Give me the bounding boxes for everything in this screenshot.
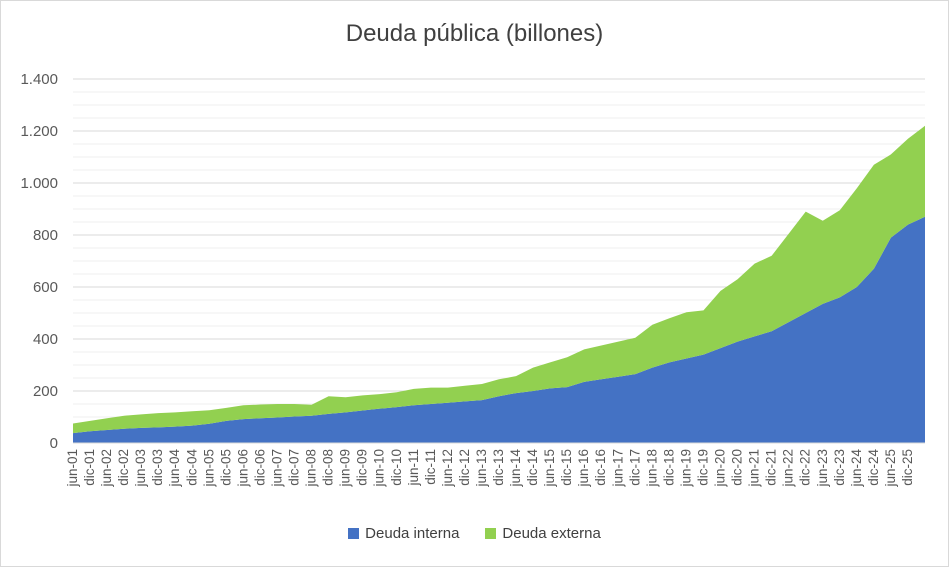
legend-item-externa: Deuda externa xyxy=(485,525,601,542)
x-tick-label: dic-14 xyxy=(525,449,540,486)
y-tick-label: 1.400 xyxy=(20,71,58,88)
x-tick-label: dic-25 xyxy=(900,449,915,486)
x-tick-label: jun-12 xyxy=(440,449,455,488)
x-axis-ticks: jun-01 dic-01 jun-02 dic-02 jun-03 dic-03 jun-… xyxy=(65,449,915,488)
x-tick-label: dic-20 xyxy=(730,449,745,486)
x-tick-label: jun-06 xyxy=(235,449,250,488)
x-tick-label: jun-21 xyxy=(747,449,762,488)
x-tick-label: jun-10 xyxy=(372,449,387,488)
x-tick-label: jun-18 xyxy=(644,449,659,488)
x-tick-label: jun-08 xyxy=(304,449,319,488)
x-tick-label: jun-07 xyxy=(269,449,284,488)
x-tick-label: dic-02 xyxy=(116,449,131,486)
x-tick-label: dic-11 xyxy=(423,449,438,485)
x-tick-label: dic-17 xyxy=(627,449,642,486)
x-tick-label: dic-05 xyxy=(218,449,233,486)
x-tick-label: jun-16 xyxy=(576,449,591,488)
x-tick-label: jun-04 xyxy=(167,449,182,488)
x-tick-label: jun-01 xyxy=(65,449,80,488)
x-tick-label: dic-03 xyxy=(150,449,165,486)
legend-label-interna: Deuda interna xyxy=(365,525,460,542)
x-tick-label: dic-19 xyxy=(695,449,710,486)
legend-swatch-externa xyxy=(485,528,497,539)
x-tick-label: dic-15 xyxy=(559,449,574,486)
x-tick-label: dic-21 xyxy=(764,449,779,486)
x-tick-label: dic-06 xyxy=(252,449,267,486)
x-tick-label: dic-23 xyxy=(832,449,847,486)
y-tick-label: 1.200 xyxy=(20,123,58,140)
area-deuda-externa xyxy=(73,125,925,434)
chart-title: Deuda pública (billones) xyxy=(345,20,604,47)
x-tick-label: jun-22 xyxy=(781,449,796,488)
x-tick-label: dic-09 xyxy=(355,449,370,486)
x-tick-label: dic-01 xyxy=(82,449,97,486)
x-tick-label: jun-11 xyxy=(406,449,421,487)
y-tick-label: 200 xyxy=(33,383,58,400)
area-deuda-interna xyxy=(73,216,925,443)
x-tick-label: jun-13 xyxy=(474,449,489,488)
x-tick-label: dic-12 xyxy=(457,449,472,486)
x-tick-label: jun-03 xyxy=(133,449,148,488)
x-tick-label: jun-02 xyxy=(99,449,114,488)
x-tick-label: jun-17 xyxy=(610,449,625,488)
y-tick-label: 800 xyxy=(33,227,58,244)
y-tick-label: 0 xyxy=(50,435,58,452)
x-tick-label: dic-16 xyxy=(593,449,608,486)
x-tick-label: dic-24 xyxy=(866,449,881,486)
x-tick-label: jun-25 xyxy=(883,449,898,488)
legend-label-externa: Deuda externa xyxy=(502,525,601,542)
x-tick-label: jun-20 xyxy=(713,449,728,488)
x-tick-label: dic-18 xyxy=(661,449,676,486)
y-axis-ticks: 0 200 400 600 800 1.000 1.200 1.400 xyxy=(20,71,58,452)
x-tick-label: jun-15 xyxy=(542,449,557,488)
x-tick-label: dic-04 xyxy=(184,449,199,486)
y-tick-label: 400 xyxy=(33,331,58,348)
x-tick-label: dic-08 xyxy=(321,449,336,486)
legend: Deuda interna Deuda externa xyxy=(0,525,949,542)
y-tick-label: 600 xyxy=(33,279,58,296)
x-tick-label: dic-22 xyxy=(798,449,813,486)
x-tick-label: dic-10 xyxy=(389,449,404,486)
x-tick-label: jun-23 xyxy=(815,449,830,488)
x-tick-label: jun-09 xyxy=(338,449,353,488)
area-series xyxy=(73,125,925,443)
x-tick-label: jun-14 xyxy=(508,449,523,488)
x-tick-label: dic-13 xyxy=(491,449,506,486)
x-tick-label: jun-19 xyxy=(678,449,693,488)
x-tick-label: dic-07 xyxy=(287,449,302,486)
legend-item-interna: Deuda interna xyxy=(348,525,459,542)
x-tick-label: jun-24 xyxy=(849,449,864,488)
x-tick-label: jun-05 xyxy=(201,449,216,488)
y-tick-label: 1.000 xyxy=(20,175,58,192)
legend-swatch-interna xyxy=(348,528,360,539)
